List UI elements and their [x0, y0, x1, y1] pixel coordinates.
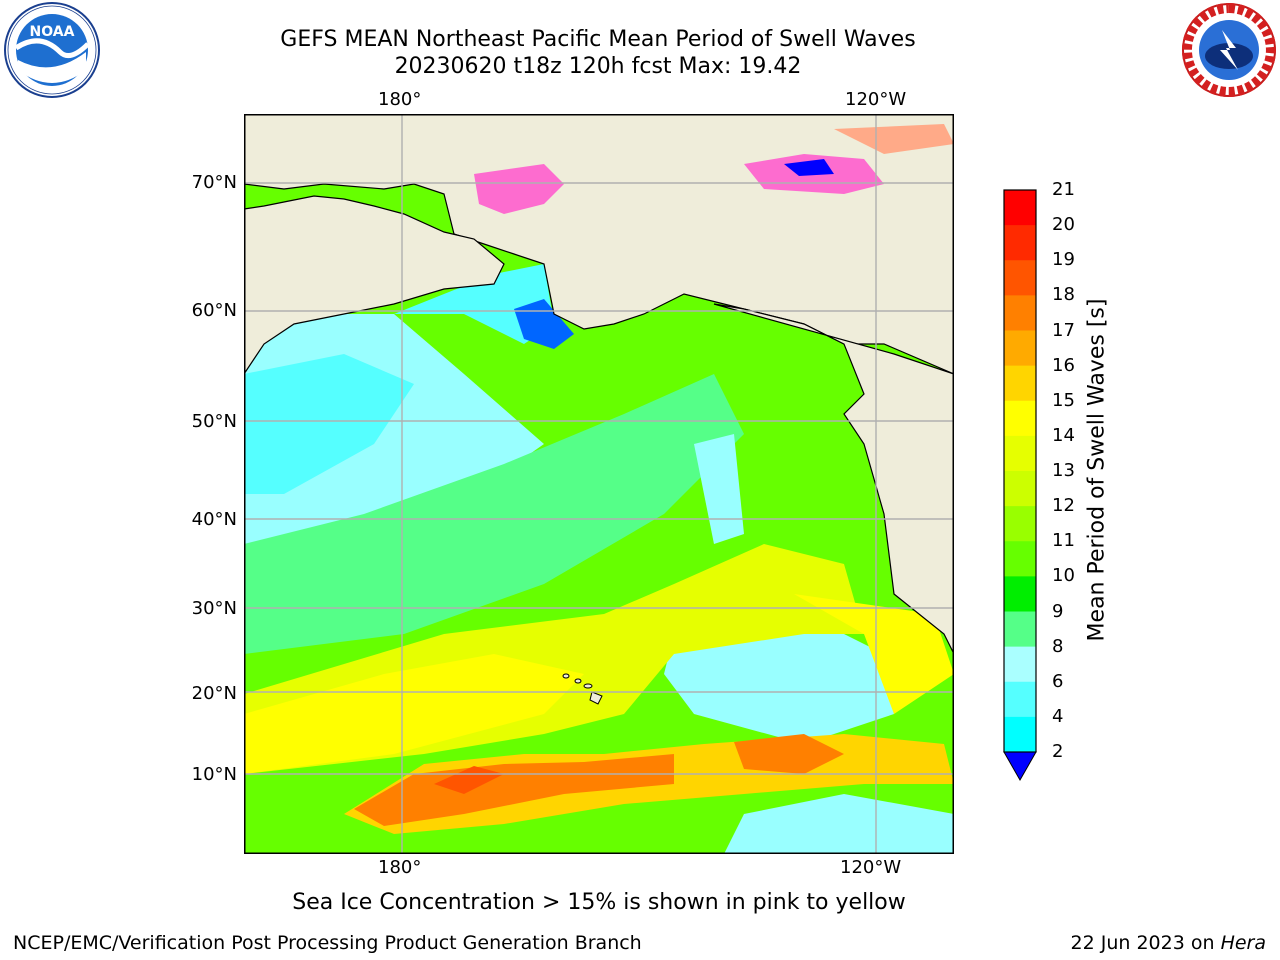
chart-title: GEFS MEAN Northeast Pacific Mean Period … — [280, 27, 916, 52]
colorbar-tick-label: 20 — [1052, 214, 1075, 236]
colorbar-tick-label: 15 — [1052, 389, 1075, 411]
lat-label-30n: 30°N — [191, 598, 237, 619]
field-orange-east — [734, 734, 844, 774]
colorbar-tick-label: 21 — [1052, 179, 1075, 200]
colorbar-tick-label: 16 — [1052, 354, 1075, 376]
colorbar-tick-label: 6 — [1052, 670, 1064, 692]
footer-date: 22 Jun 2023 on — [1070, 932, 1221, 954]
colorbar-segment — [1004, 295, 1036, 331]
sea-ice-archipelago — [834, 124, 954, 154]
sea-ice-chukchi — [474, 164, 564, 214]
lon-label-top-120w: 120°W — [845, 89, 907, 110]
colorbar-tick-label: 11 — [1052, 530, 1075, 552]
colorbar-tick-label: 19 — [1052, 249, 1075, 271]
lon-label-top-180: 180° — [378, 89, 422, 110]
lon-label-bottom-120w: 120°W — [840, 857, 902, 878]
colorbar-segment — [1004, 330, 1036, 367]
chart-subtitle: 20230620 t18z 120h fcst Max: 19.42 — [394, 54, 802, 79]
field-cyan-deep — [244, 354, 414, 494]
colorbar-tick-label: 4 — [1052, 705, 1064, 727]
colorbar-segment — [1004, 576, 1036, 612]
footer-left: NCEP/EMC/Verification Post Processing Pr… — [13, 932, 642, 954]
colorbar-tick-label: 10 — [1052, 565, 1075, 587]
lat-label-60n: 60°N — [191, 300, 237, 321]
colorbar-tick-label: 9 — [1052, 600, 1064, 622]
field-yellow-east — [794, 594, 954, 714]
colorbar-segment — [1004, 400, 1036, 437]
colorbar-segment — [1004, 225, 1036, 261]
colorbar — [1003, 189, 1037, 782]
colorbar-segment — [1004, 716, 1036, 753]
lat-label-20n: 20°N — [191, 683, 237, 704]
lat-label-10n: 10°N — [191, 764, 237, 785]
field-yellow-west — [244, 654, 584, 774]
noaa-logo-text: NOAA — [30, 24, 75, 40]
footer-right: 22 Jun 2023 on Hera — [1071, 932, 1266, 954]
colorbar-tick-label: 13 — [1052, 460, 1075, 481]
lon-label-bottom-180: 180° — [378, 857, 422, 878]
colorbar-tick-label: 17 — [1052, 319, 1075, 341]
nws-logo-icon — [1181, 3, 1276, 97]
colorbar-title: Mean Period of Swell Waves [s] — [1084, 298, 1110, 642]
colorbar-segment — [1004, 190, 1036, 226]
colorbar-tick-label: 14 — [1052, 424, 1075, 446]
sea-ice-caption: Sea Ice Concentration > 15% is shown in … — [292, 890, 906, 915]
hawaii-islands — [562, 673, 603, 705]
colorbar-segment — [1004, 506, 1036, 542]
sea-ice-beaufort-core — [784, 159, 834, 176]
lat-label-70n: 70°N — [191, 172, 237, 193]
field-red-core — [434, 766, 504, 794]
noaa-logo-icon: NOAA — [4, 2, 100, 98]
colorbar-segment — [1004, 611, 1036, 648]
field-bering — [394, 264, 554, 344]
colorbar-tick-label: 2 — [1052, 741, 1064, 762]
colorbar-tick-label: 18 — [1052, 284, 1075, 306]
footer-host: Hera — [1220, 932, 1266, 954]
lat-label-50n: 50°N — [191, 411, 237, 432]
land-siberia — [244, 195, 505, 376]
colorbar-segment — [1004, 541, 1036, 577]
lat-label-40n: 40°N — [191, 509, 237, 530]
graticule — [244, 114, 954, 854]
map-frame — [244, 114, 954, 854]
map-panel — [244, 114, 954, 854]
field-lightgreen-band — [244, 374, 744, 654]
colorbar-segment — [1004, 471, 1036, 507]
land-north-america — [713, 303, 954, 655]
colorbar-segment — [1004, 681, 1036, 718]
colorbar-segment — [1004, 646, 1036, 683]
colorbar-segment — [1004, 435, 1036, 472]
field-cyan-offshore — [694, 434, 744, 544]
colorbar-segment — [1004, 260, 1036, 296]
colorbar-tick-label: 12 — [1052, 495, 1075, 517]
field-cyan-southeast — [724, 794, 954, 854]
colorbar-tick-label: 8 — [1052, 635, 1064, 657]
field-orange-band — [354, 754, 674, 826]
colorbar-segment — [1004, 365, 1036, 402]
